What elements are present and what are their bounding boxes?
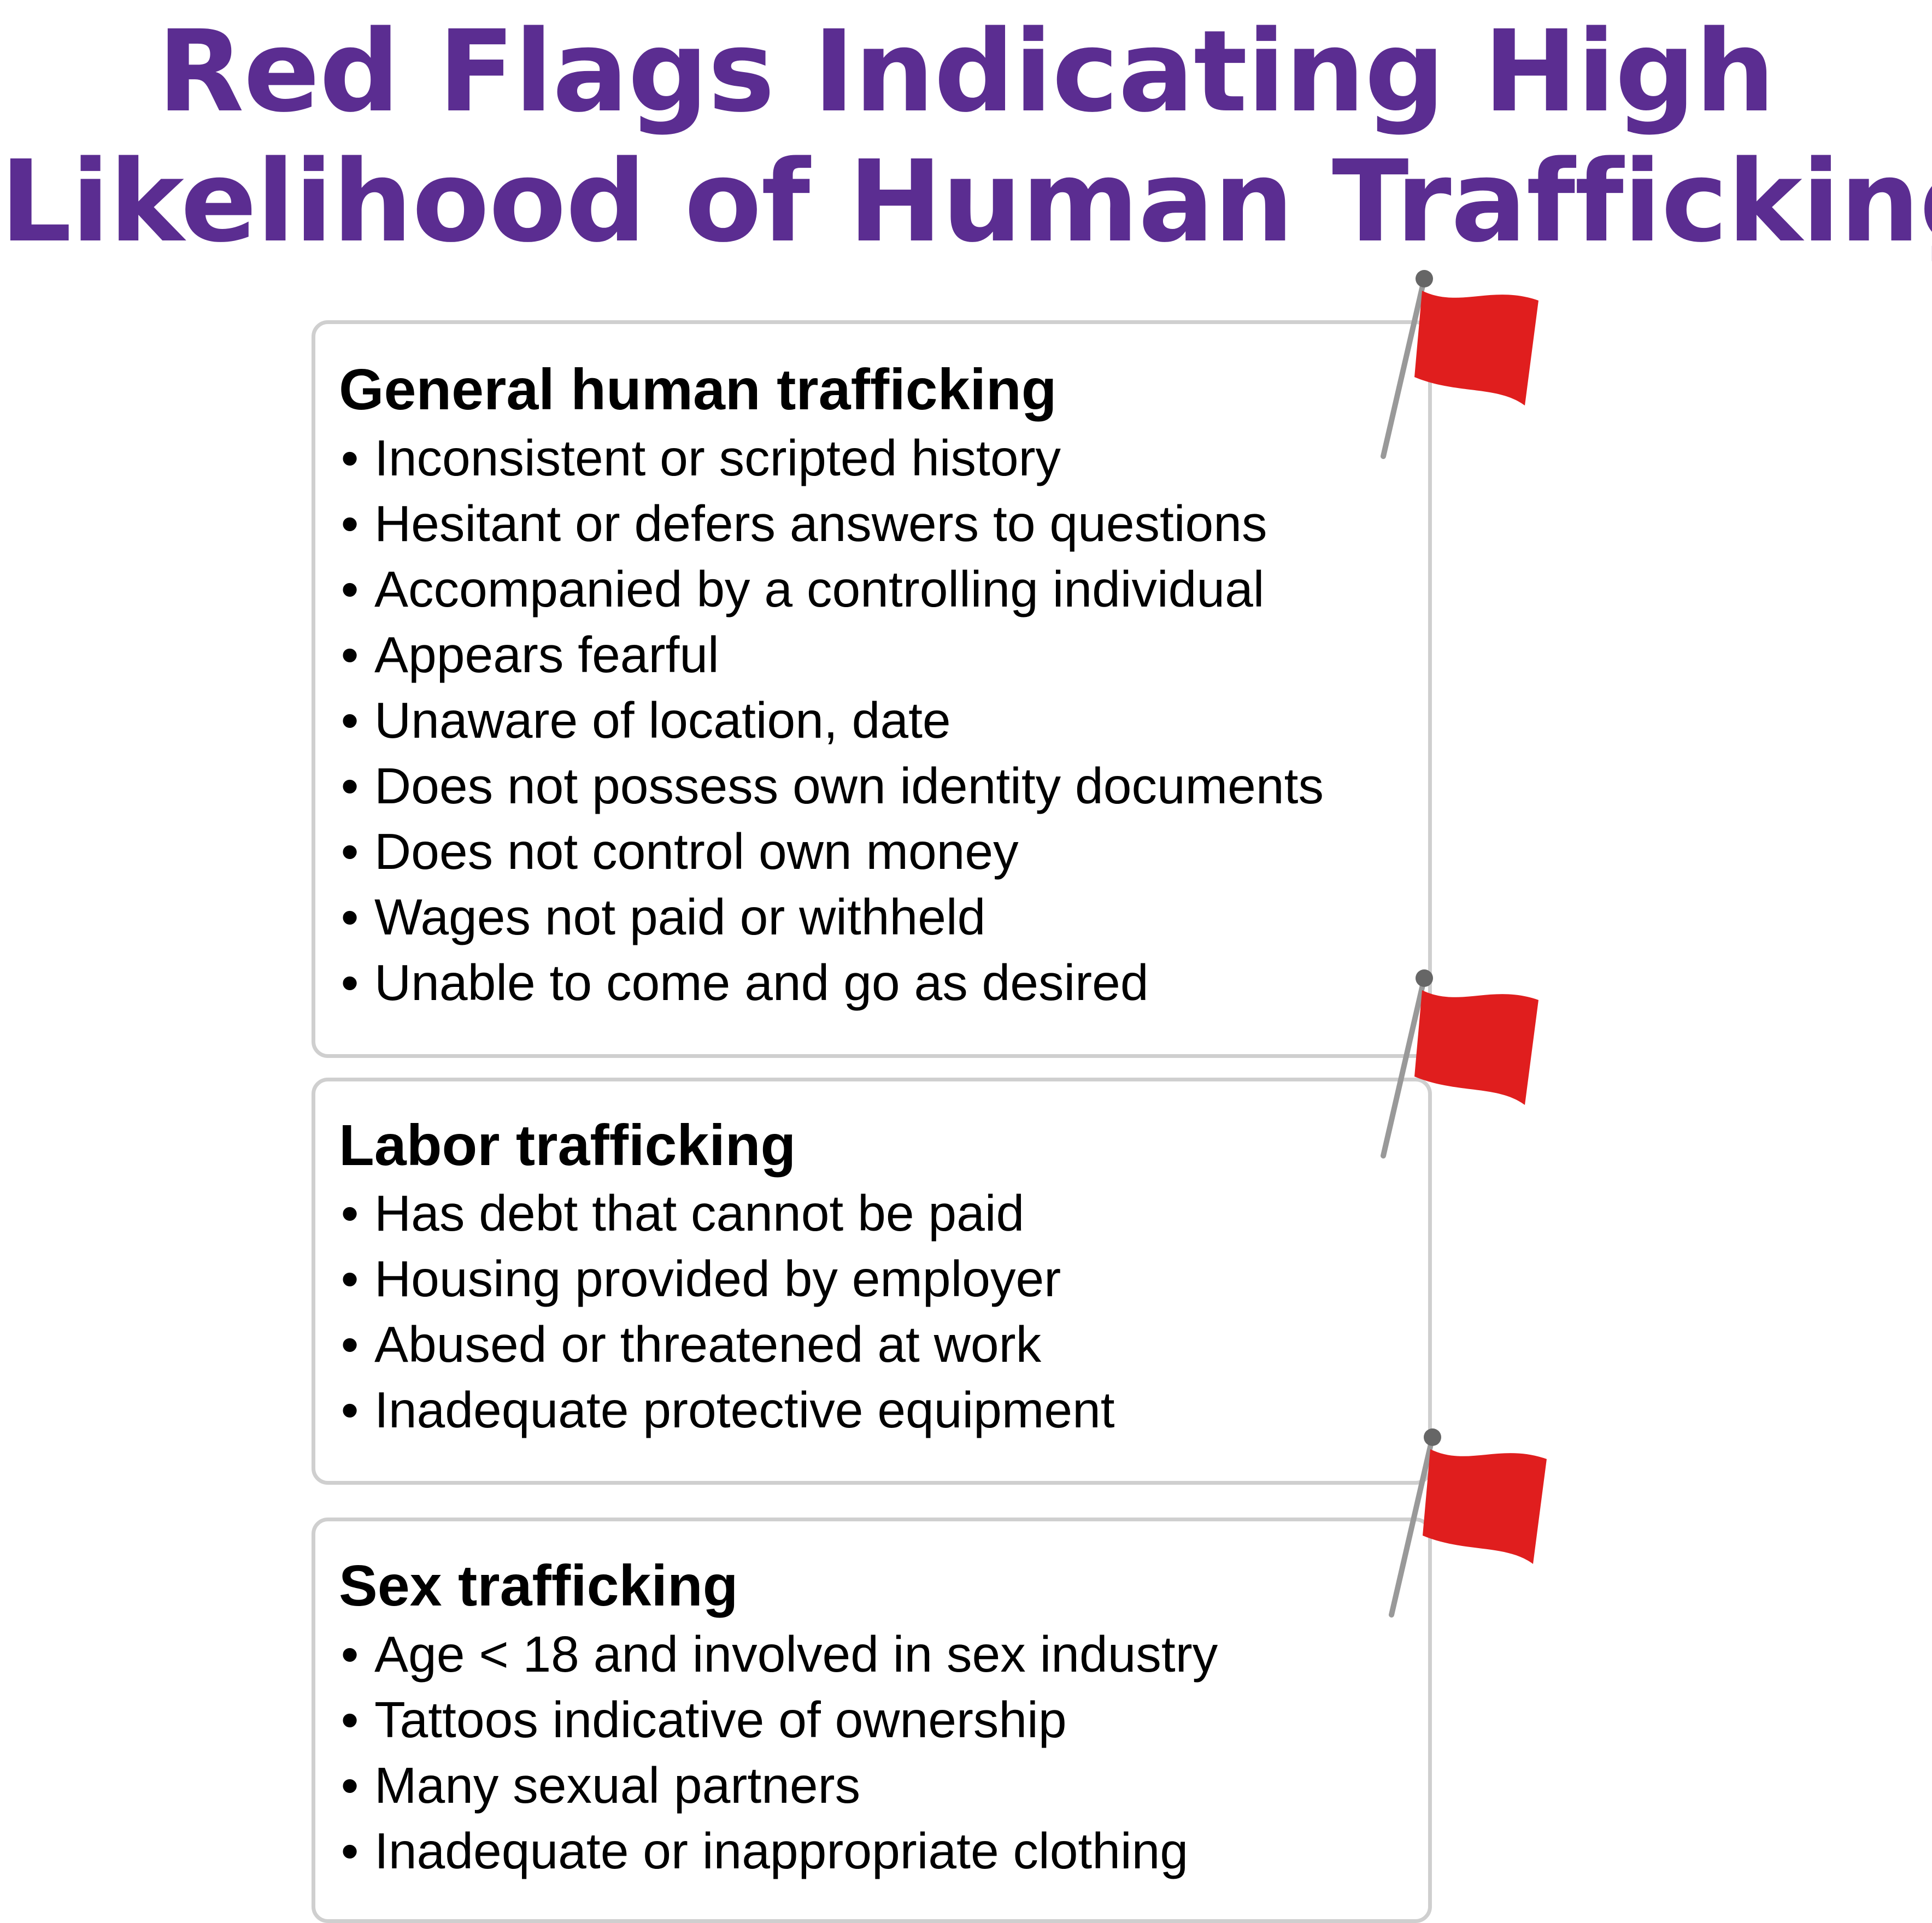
- flag-pole: [1381, 276, 1427, 459]
- flag-pole: [1381, 975, 1427, 1158]
- labor-trafficking-card: Labor trafficking • Has debt that cannot …: [312, 1078, 1432, 1485]
- item-text: Inconsistent or scripted history: [374, 430, 1061, 486]
- bullet: •: [340, 1185, 359, 1242]
- list-item: • Hesitant or defers answers to questions: [339, 491, 1324, 556]
- bullet: •: [340, 1250, 359, 1307]
- bullet: •: [340, 1822, 359, 1879]
- item-text: Unaware of location, date: [374, 692, 951, 749]
- list-item: • Inadequate or inappropriate clothing: [339, 1818, 1218, 1884]
- item-text: Abused or threatened at work: [374, 1316, 1042, 1373]
- list-item: • Accompanied by a controlling individual: [339, 556, 1324, 622]
- item-text: Inadequate protective equipment: [374, 1381, 1115, 1438]
- item-text: Age < 18 and involved in sex industry: [374, 1626, 1218, 1683]
- list-item: • Many sexual partners: [339, 1753, 1218, 1818]
- bullet: •: [340, 889, 359, 945]
- item-text: Unable to come and go as desired: [374, 954, 1149, 1011]
- card-heading: General human trafficking: [339, 357, 1057, 422]
- red-flag-icon: [1381, 969, 1538, 1158]
- list-item: • Unable to come and go as desired: [339, 950, 1324, 1015]
- item-text: Accompanied by a controlling individual: [374, 561, 1265, 618]
- item-text: Does not possess own identity documents: [374, 757, 1324, 814]
- bullet: •: [340, 561, 359, 618]
- red-flag-icon: [1381, 270, 1538, 459]
- flag-list: • Has debt that cannot be paid • Housing p…: [339, 1180, 1115, 1443]
- list-item: • Age < 18 and involved in sex industry: [339, 1621, 1218, 1687]
- bullet: •: [340, 757, 359, 814]
- list-item: • Housing provided by employer: [339, 1246, 1115, 1312]
- list-item: • Has debt that cannot be paid: [339, 1180, 1115, 1246]
- bullet: •: [340, 692, 359, 749]
- flag-list: • Inconsistent or scripted history • Hesit…: [339, 425, 1324, 1015]
- item-text: Inadequate or inappropriate clothing: [374, 1822, 1189, 1879]
- general-trafficking-card: General human trafficking • Inconsistent …: [312, 320, 1432, 1058]
- list-item: • Inadequate protective equipment: [339, 1377, 1115, 1443]
- list-item: • Abused or threatened at work: [339, 1312, 1115, 1377]
- bullet: •: [340, 430, 359, 486]
- bullet: •: [340, 1626, 359, 1683]
- title-line-2: Likelihood of Human Trafficking: [0, 136, 1932, 267]
- flag-cloth: [1414, 990, 1538, 1105]
- bullet: •: [340, 1691, 359, 1748]
- flag-pole-tip: [1416, 270, 1433, 287]
- card-heading: Sex trafficking: [339, 1554, 738, 1618]
- page-title: Red Flags Indicating High Likelihood of …: [0, 0, 1932, 267]
- item-text: Does not control own money: [374, 823, 1019, 880]
- list-item: • Unaware of location, date: [339, 687, 1324, 753]
- list-item: • Does not possess own identity documents: [339, 753, 1324, 819]
- bullet: •: [340, 823, 359, 880]
- red-flag-icon: [1389, 1428, 1547, 1618]
- flag-pole-tip: [1424, 1428, 1441, 1446]
- bullet: •: [340, 1316, 359, 1373]
- list-item: • Appears fearful: [339, 622, 1324, 687]
- item-text: Housing provided by employer: [374, 1250, 1061, 1307]
- list-item: • Inconsistent or scripted history: [339, 425, 1324, 491]
- bullet: •: [340, 495, 359, 552]
- sex-trafficking-card: Sex trafficking • Age < 18 and involved i…: [312, 1518, 1432, 1923]
- card-heading: Labor trafficking: [339, 1113, 796, 1178]
- title-line-1: Red Flags Indicating High: [157, 6, 1775, 137]
- flag-list: • Age < 18 and involved in sex industry •…: [339, 1621, 1218, 1884]
- list-item: • Does not control own money: [339, 819, 1324, 884]
- item-text: Has debt that cannot be paid: [374, 1185, 1025, 1242]
- flag-cloth: [1414, 291, 1538, 405]
- list-item: • Tattoos indicative of ownership: [339, 1687, 1218, 1753]
- flag-pole-tip: [1416, 969, 1433, 987]
- item-text: Hesitant or defers answers to questions: [374, 495, 1267, 552]
- item-text: Many sexual partners: [374, 1757, 861, 1814]
- flag-pole: [1389, 1434, 1435, 1618]
- item-text: Wages not paid or withheld: [374, 889, 986, 945]
- item-text: Tattoos indicative of ownership: [374, 1691, 1067, 1748]
- bullet: •: [340, 1757, 359, 1814]
- bullet: •: [340, 954, 359, 1011]
- list-item: • Wages not paid or withheld: [339, 884, 1324, 950]
- bullet: •: [340, 1381, 359, 1438]
- bullet: •: [340, 626, 359, 683]
- item-text: Appears fearful: [374, 626, 719, 683]
- flag-cloth: [1423, 1449, 1547, 1564]
